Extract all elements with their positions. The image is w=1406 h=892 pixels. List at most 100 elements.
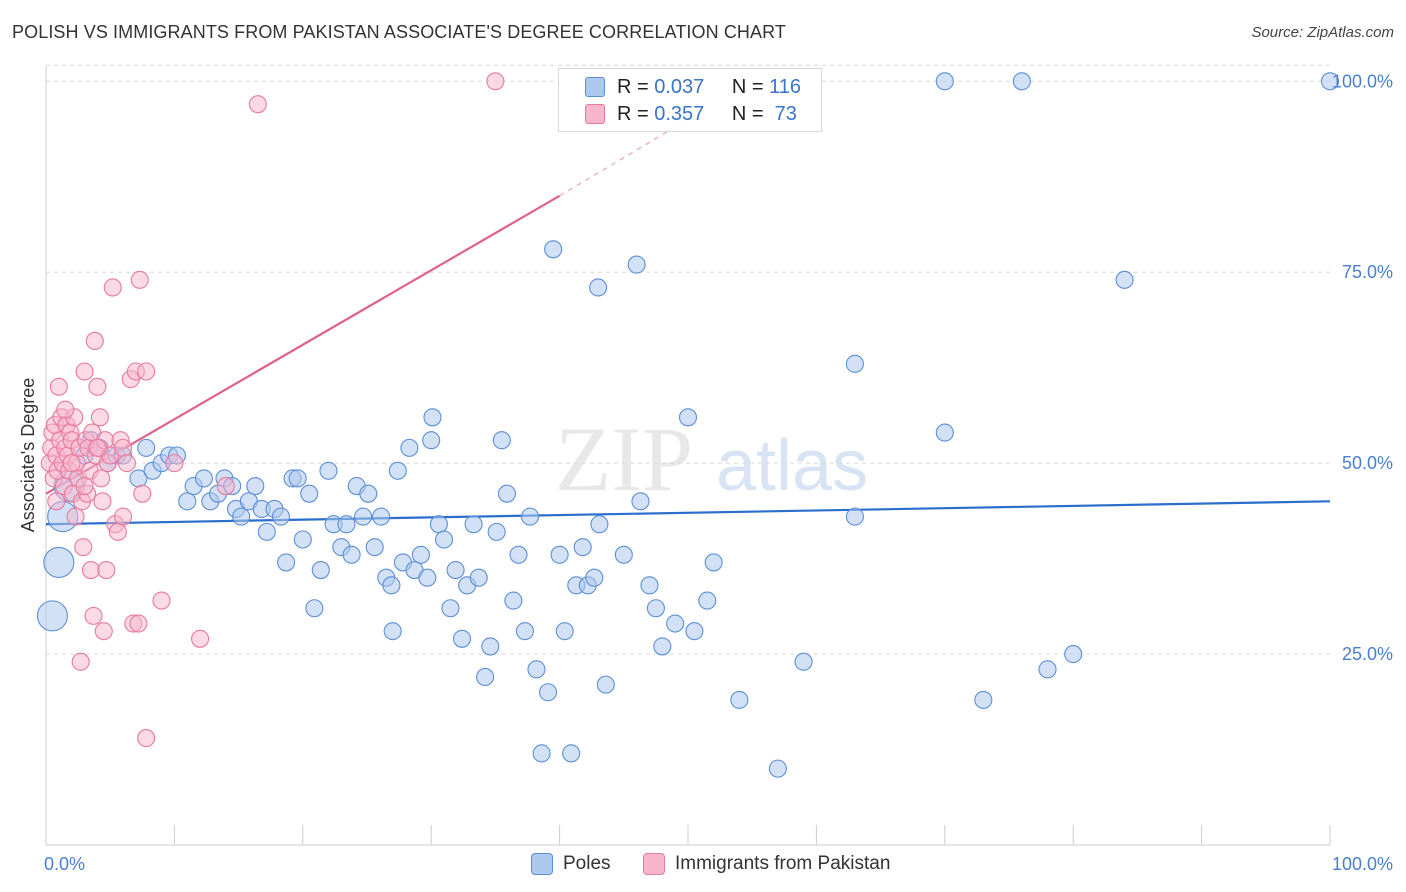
data-point-poles bbox=[400, 438, 419, 457]
legend-r-value: 0.357 bbox=[654, 102, 705, 125]
data-point-poles bbox=[365, 538, 384, 557]
chart-title: POLISH VS IMMIGRANTS FROM PAKISTAN ASSOC… bbox=[12, 22, 786, 42]
data-point-poles bbox=[311, 561, 330, 580]
data-point-pakistan bbox=[152, 591, 171, 610]
data-point-poles bbox=[573, 538, 592, 557]
data-point-poles bbox=[538, 683, 558, 702]
data-point-poles bbox=[137, 438, 156, 457]
data-point-poles bbox=[1038, 660, 1057, 679]
data-point-poles bbox=[422, 431, 441, 450]
data-point-pakistan bbox=[62, 454, 81, 473]
data-point-pakistan bbox=[94, 622, 113, 641]
data-point-pakistan bbox=[97, 561, 116, 580]
data-point-poles bbox=[382, 576, 401, 595]
data-point-poles bbox=[43, 546, 75, 578]
data-point-poles bbox=[383, 622, 402, 641]
trend-lines bbox=[45, 118, 1331, 526]
data-point-pakistan bbox=[137, 729, 156, 748]
data-point-poles bbox=[590, 515, 609, 534]
chart-source: Source: ZipAtlas.com bbox=[1251, 24, 1394, 41]
data-point-poles bbox=[562, 744, 581, 763]
data-point-poles bbox=[585, 568, 604, 587]
data-point-poles bbox=[627, 255, 646, 274]
data-point-pakistan bbox=[130, 270, 149, 289]
x-tick-label: 100.0% bbox=[1332, 854, 1393, 874]
data-point-poles bbox=[1115, 270, 1134, 289]
data-point-poles bbox=[550, 545, 569, 564]
watermark-atlas: atlas bbox=[716, 426, 868, 506]
data-point-poles bbox=[640, 576, 659, 595]
legend-n-value: 73 bbox=[769, 102, 797, 125]
data-point-pakistan bbox=[92, 469, 111, 488]
data-point-poles bbox=[666, 614, 685, 633]
data-point-poles bbox=[354, 507, 373, 526]
data-point-poles bbox=[794, 652, 813, 671]
legend-swatch-pakistan bbox=[585, 104, 605, 124]
data-point-poles bbox=[178, 492, 197, 511]
data-point-poles bbox=[429, 515, 448, 534]
trend-line-pakistan bbox=[45, 194, 561, 495]
legend-row-pakistan: R = 0.357 N = 73 bbox=[585, 101, 797, 127]
data-point-poles bbox=[532, 744, 551, 763]
data-point-pakistan bbox=[216, 476, 235, 496]
data-point-poles bbox=[441, 599, 460, 618]
data-point-poles bbox=[446, 561, 465, 580]
data-point-poles bbox=[388, 461, 407, 480]
data-point-poles bbox=[845, 354, 864, 373]
data-point-pakistan bbox=[113, 438, 133, 457]
data-point-poles bbox=[935, 72, 954, 91]
data-point-poles bbox=[614, 545, 633, 564]
data-point-poles bbox=[257, 522, 276, 541]
data-point-poles bbox=[487, 522, 506, 541]
data-point-poles bbox=[277, 553, 296, 572]
data-point-poles bbox=[596, 675, 615, 694]
data-point-pakistan bbox=[66, 507, 85, 526]
data-point-poles bbox=[492, 431, 511, 450]
x-tick-labels: 0.0% 100.0% bbox=[44, 854, 1393, 874]
watermark: ZIP atlas bbox=[555, 408, 868, 510]
data-point-poles bbox=[411, 545, 430, 564]
data-point-pakistan bbox=[133, 484, 152, 503]
data-point-poles bbox=[288, 469, 307, 488]
legend-row-poles: R = 0.037 N = 116 bbox=[585, 74, 801, 100]
data-point-pakistan bbox=[88, 438, 107, 457]
data-point-poles bbox=[464, 515, 483, 534]
data-point-poles bbox=[469, 568, 488, 587]
legend-r-value: 0.037 bbox=[654, 75, 705, 98]
legend-bottom-label-pakistan: Immigrants from Pakistan bbox=[675, 853, 891, 874]
data-point-poles bbox=[434, 530, 454, 549]
data-point-pakistan bbox=[71, 652, 90, 671]
y-tick-label: 50.0% bbox=[1342, 453, 1393, 473]
data-point-poles bbox=[515, 622, 534, 641]
data-point-poles bbox=[194, 469, 213, 488]
data-point-poles bbox=[653, 637, 672, 656]
data-point-poles bbox=[452, 629, 472, 648]
data-point-poles bbox=[646, 599, 665, 618]
y-axis-label: Associate's Degree bbox=[18, 378, 38, 533]
legend-bottom-swatch-poles bbox=[531, 853, 553, 875]
data-point-pakistan bbox=[113, 507, 133, 526]
data-point-poles bbox=[768, 759, 787, 778]
series-poles bbox=[36, 72, 1340, 778]
data-point-pakistan bbox=[117, 454, 136, 473]
data-point-pakistan bbox=[56, 400, 75, 419]
data-point-poles bbox=[481, 637, 500, 656]
data-point-poles bbox=[300, 484, 319, 503]
legend-r-label: R = bbox=[617, 102, 649, 125]
data-point-pakistan bbox=[108, 522, 127, 541]
legend-bottom-swatch-pakistan bbox=[643, 853, 665, 875]
data-point-poles bbox=[246, 476, 265, 496]
watermark-zip: ZIP bbox=[555, 408, 693, 510]
data-point-poles bbox=[935, 423, 954, 442]
data-point-poles bbox=[509, 545, 528, 564]
legend-bottom-label-poles: Poles bbox=[563, 853, 611, 874]
data-point-poles bbox=[521, 507, 540, 526]
data-point-pakistan bbox=[47, 492, 66, 511]
data-point-pakistan bbox=[85, 331, 104, 350]
data-point-pakistan bbox=[81, 561, 100, 580]
data-point-poles bbox=[359, 484, 378, 503]
legend-r-label: R = bbox=[617, 75, 649, 98]
grid-lines bbox=[46, 64, 1330, 655]
data-point-poles bbox=[504, 591, 523, 610]
